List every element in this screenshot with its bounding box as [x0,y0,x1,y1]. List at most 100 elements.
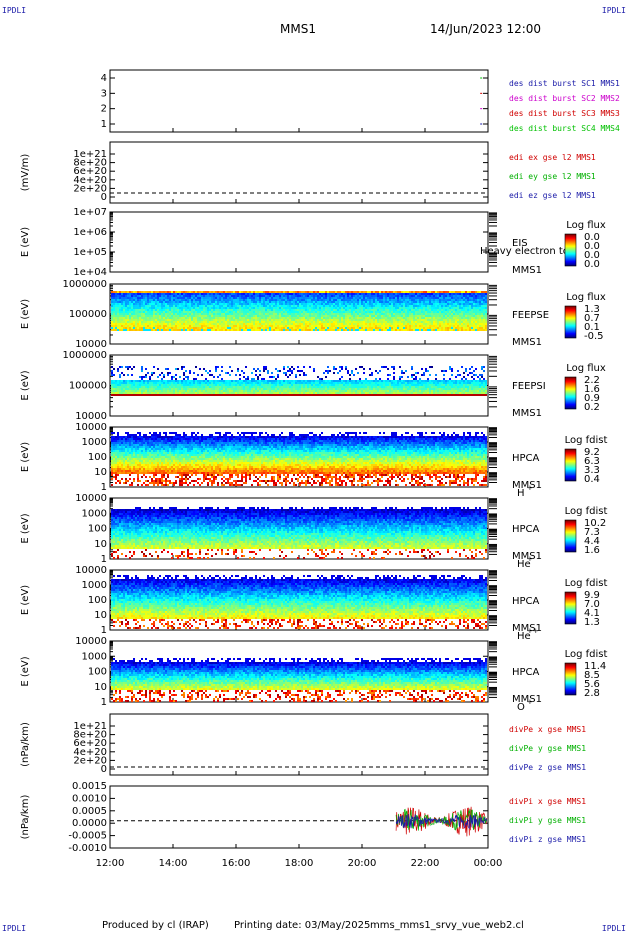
colorbar-cell-hpca_h [565,455,576,456]
ytick-label-hpca_h: 1000 [82,437,107,448]
colorbar-cell-hpca_he [565,542,576,543]
colorbar-cell-hpca_he [565,551,576,552]
colorbar-cell-eis [565,257,576,258]
colorbar-cell-feepse [565,325,576,326]
colorbar-cell-hpca_he [565,531,576,532]
colorbar-cell-feepsi [565,407,576,408]
colorbar-tick-hpca_o: 11.4 [584,661,606,672]
legend-divpi-1: divPi y gse MMS1 [509,816,586,825]
colorbar-cell-hpca_h [565,479,576,480]
ytick-label-edi: 8e+20 [73,158,107,169]
colorbar-cell-eis [565,244,576,245]
colorbar-cell-eis [565,237,576,238]
colorbar-tick-hpca_h: 0.4 [584,474,600,485]
legend-edi-0: edi ex gse l2 MMS1 [509,153,596,162]
colorbar-tick-feepsi: 0.2 [584,402,600,413]
colorbar-title-hpca_he: Log fdist [565,506,608,517]
colorbar-cell-feepse [565,331,576,332]
datetime-title: 14/Jun/2023 12:00 [430,22,541,36]
colorbar-cell-feepse [565,335,576,336]
colorbar-cell-hpca_he [565,546,576,547]
colorbar-cell-hpca_he [565,528,576,529]
colorbar-cell-hpca_he [565,548,576,549]
colorbar-cell-feepsi [565,380,576,381]
ytick-label-hpca_o: 1 [101,697,107,708]
ytick-label-divpe: 2e+20 [73,755,107,766]
spectrogram-hpca_h [111,432,487,486]
colorbar-title-feepse: Log flux [566,292,606,303]
colorbar-cell-hpca_he [565,545,576,546]
footer-produced-by: Produced by cl (IRAP) [102,920,209,931]
colorbar-cell-feepse [565,311,576,312]
colorbar-frame-feepsi [564,376,577,410]
colorbar-cell-hpca_he [565,529,576,530]
ytick-label-hpca_h: 1 [101,482,107,493]
colorbar-cell-eis [565,260,576,261]
colorbar-cell-feepse [565,307,576,308]
colorbar-cell-hpca_h [565,467,576,468]
colorbar-title-hpca_o: Log fdist [565,649,608,660]
ytick-label-hpca_he: 10 [94,539,107,550]
ylabel-divpi: (nPa/km) [20,795,31,840]
colorbar-cell-hpca_he2 [565,620,576,621]
colorbar-tick-eis: 0.0 [584,241,600,252]
colorbar-cell-hpca_h [565,457,576,458]
colorbar-cell-eis [565,258,576,259]
colorbar-tick-feepse: 0.7 [584,313,600,324]
colorbar-cell-hpca_h [565,471,576,472]
corner-label-top-right: IPDLI [602,6,626,15]
colorbar-cell-eis [565,264,576,265]
colorbar-cell-hpca_he2 [565,595,576,596]
xtick-label: 18:00 [285,858,314,869]
colorbar-cell-hpca_h [565,470,576,471]
colorbar-cell-hpca_h [565,463,576,464]
ytick-label-hpca_o: 10 [94,682,107,693]
colorbar-cell-hpca_o [565,674,576,675]
spacecraft-label-hpca_o: MMS1 [512,694,542,705]
colorbar-cell-feepsi [565,382,576,383]
species-label-hpca_h: H [517,488,525,499]
colorbar-cell-hpca_o [565,673,576,674]
colorbar-cell-feepsi [565,393,576,394]
panel-frame-divpe [109,713,489,776]
colorbar-cell-hpca_he2 [565,618,576,619]
colorbar-frame-hpca_he [564,519,577,553]
colorbar-cell-feepsi [565,383,576,384]
corner-label-bottom-right: IPDLI [602,924,626,933]
colorbar-cell-feepse [565,330,576,331]
xtick-label: 00:00 [474,858,503,869]
instrument-label-eis: EIS [512,238,528,249]
ytick-label-edi: 6e+20 [73,166,107,177]
colorbar-tick-hpca_he: 1.6 [584,545,600,556]
colorbar-cell-hpca_he2 [565,600,576,601]
colorbar-cell-hpca_h [565,462,576,463]
colorbar-cell-feepsi [565,387,576,388]
colorbar-cell-eis [565,238,576,239]
colorbar-cell-feepse [565,326,576,327]
colorbar-cell-feepse [565,323,576,324]
colorbar-tick-hpca_he2: 7.0 [584,599,600,610]
colorbar-cell-hpca_he2 [565,612,576,613]
xtick-label: 14:00 [159,858,188,869]
colorbar-cell-hpca_h [565,453,576,454]
ytick-label-burst: 3 [101,88,107,99]
colorbar-cell-feepsi [565,397,576,398]
colorbar-cell-feepsi [565,400,576,401]
colorbar-cell-feepsi [565,404,576,405]
colorbar-cell-hpca_he2 [565,611,576,612]
ylabel-hpca_h: E (eV) [20,442,31,472]
colorbar-cell-hpca_o [565,672,576,673]
colorbar-tick-hpca_o: 5.6 [584,679,600,690]
colorbar-tick-hpca_he2: 1.3 [584,617,600,628]
colorbar-cell-hpca_h [565,478,576,479]
colorbar-title-hpca_h: Log fdist [565,435,608,446]
colorbar-cell-feepsi [565,408,576,409]
colorbar-tick-hpca_h: 3.3 [584,465,600,476]
colorbar-title-feepsi: Log flux [566,363,606,374]
colorbar-cell-eis [565,241,576,242]
colorbar-cell-feepse [565,329,576,330]
colorbar-cell-feepse [565,320,576,321]
colorbar-cell-hpca_he2 [565,614,576,615]
colorbar-tick-hpca_h: 6.3 [584,456,600,467]
colorbar-cell-hpca_o [565,678,576,679]
